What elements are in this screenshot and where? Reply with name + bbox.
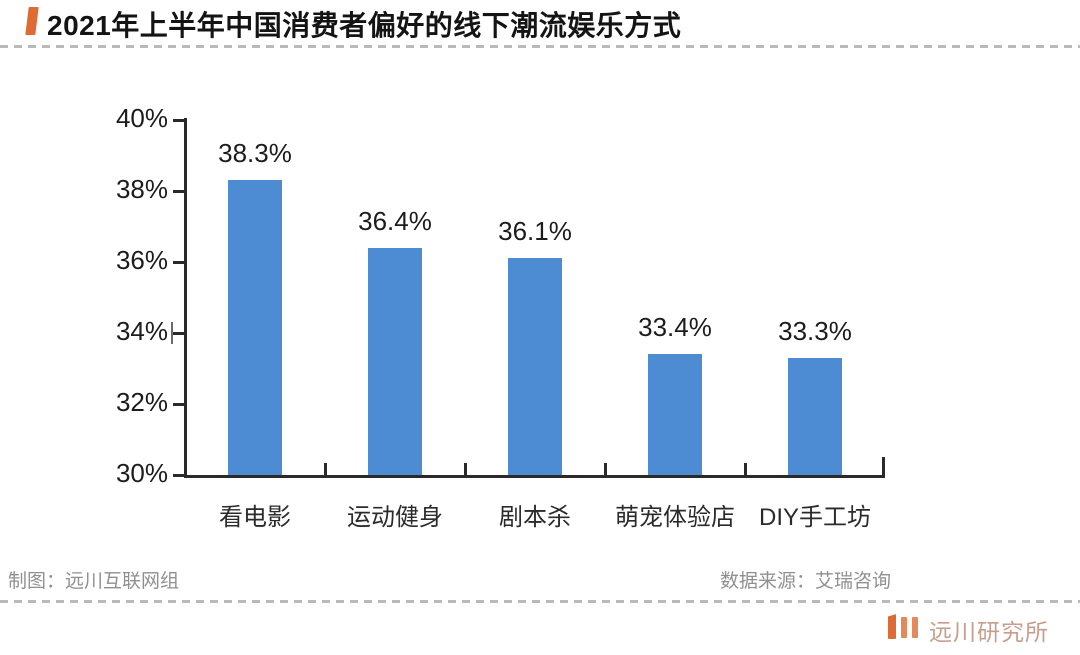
x-axis-line xyxy=(184,475,885,478)
y-axis-tick xyxy=(173,331,185,335)
logo-bars-icon xyxy=(901,617,907,638)
y-axis-tick xyxy=(173,118,185,122)
bar-value-label: 33.3% xyxy=(778,315,852,346)
y-axis-tick xyxy=(173,473,185,477)
bottom-dashed-divider xyxy=(0,600,1080,603)
logo-text: 远川研究所 xyxy=(929,619,1049,645)
bar xyxy=(508,258,562,475)
title-accent-bar-icon xyxy=(25,7,39,35)
x-axis-end-tick xyxy=(882,457,885,475)
bar xyxy=(788,357,842,475)
category-label: 剧本杀 xyxy=(499,504,571,531)
bar xyxy=(228,180,282,475)
bar-value-label: 33.4% xyxy=(638,312,712,343)
y-axis-tick-label: 36% xyxy=(115,245,168,275)
top-dashed-divider xyxy=(0,45,1080,48)
bar-value-label: 36.4% xyxy=(358,205,432,236)
x-axis-tick xyxy=(603,463,607,475)
x-axis-tick xyxy=(743,463,747,475)
bar xyxy=(368,247,422,475)
y-axis-line xyxy=(184,118,187,478)
bar-value-label: 36.1% xyxy=(498,216,572,247)
stray-mark xyxy=(171,322,173,344)
chart-credit: 制图：远川互联网组 xyxy=(8,571,180,592)
y-axis-tick xyxy=(173,189,185,193)
bar-value-label: 38.3% xyxy=(218,138,292,169)
bar xyxy=(648,354,702,475)
y-axis-tick-label: 38% xyxy=(115,174,168,204)
data-source: 数据来源：艾瑞咨询 xyxy=(720,571,892,592)
category-label: 看电影 xyxy=(219,504,291,531)
category-label: 萌宠体验店 xyxy=(615,504,735,531)
y-axis-tick-label: 40% xyxy=(115,103,168,133)
category-label: 运动健身 xyxy=(347,504,443,531)
x-axis-tick xyxy=(323,463,327,475)
logo-bars-icon xyxy=(888,614,896,639)
x-axis-tick xyxy=(463,463,467,475)
category-label: DIY手工坊 xyxy=(758,504,871,531)
chart-title: 2021年上半年中国消费者偏好的线下潮流娱乐方式 xyxy=(47,10,682,41)
y-axis-tick xyxy=(173,402,185,406)
y-axis-tick-label: 30% xyxy=(115,458,168,488)
logo-bars-icon xyxy=(912,617,918,638)
y-axis-tick xyxy=(173,260,185,264)
y-axis-tick-label: 32% xyxy=(115,387,168,417)
y-axis-tick-label: 34% xyxy=(115,316,168,346)
